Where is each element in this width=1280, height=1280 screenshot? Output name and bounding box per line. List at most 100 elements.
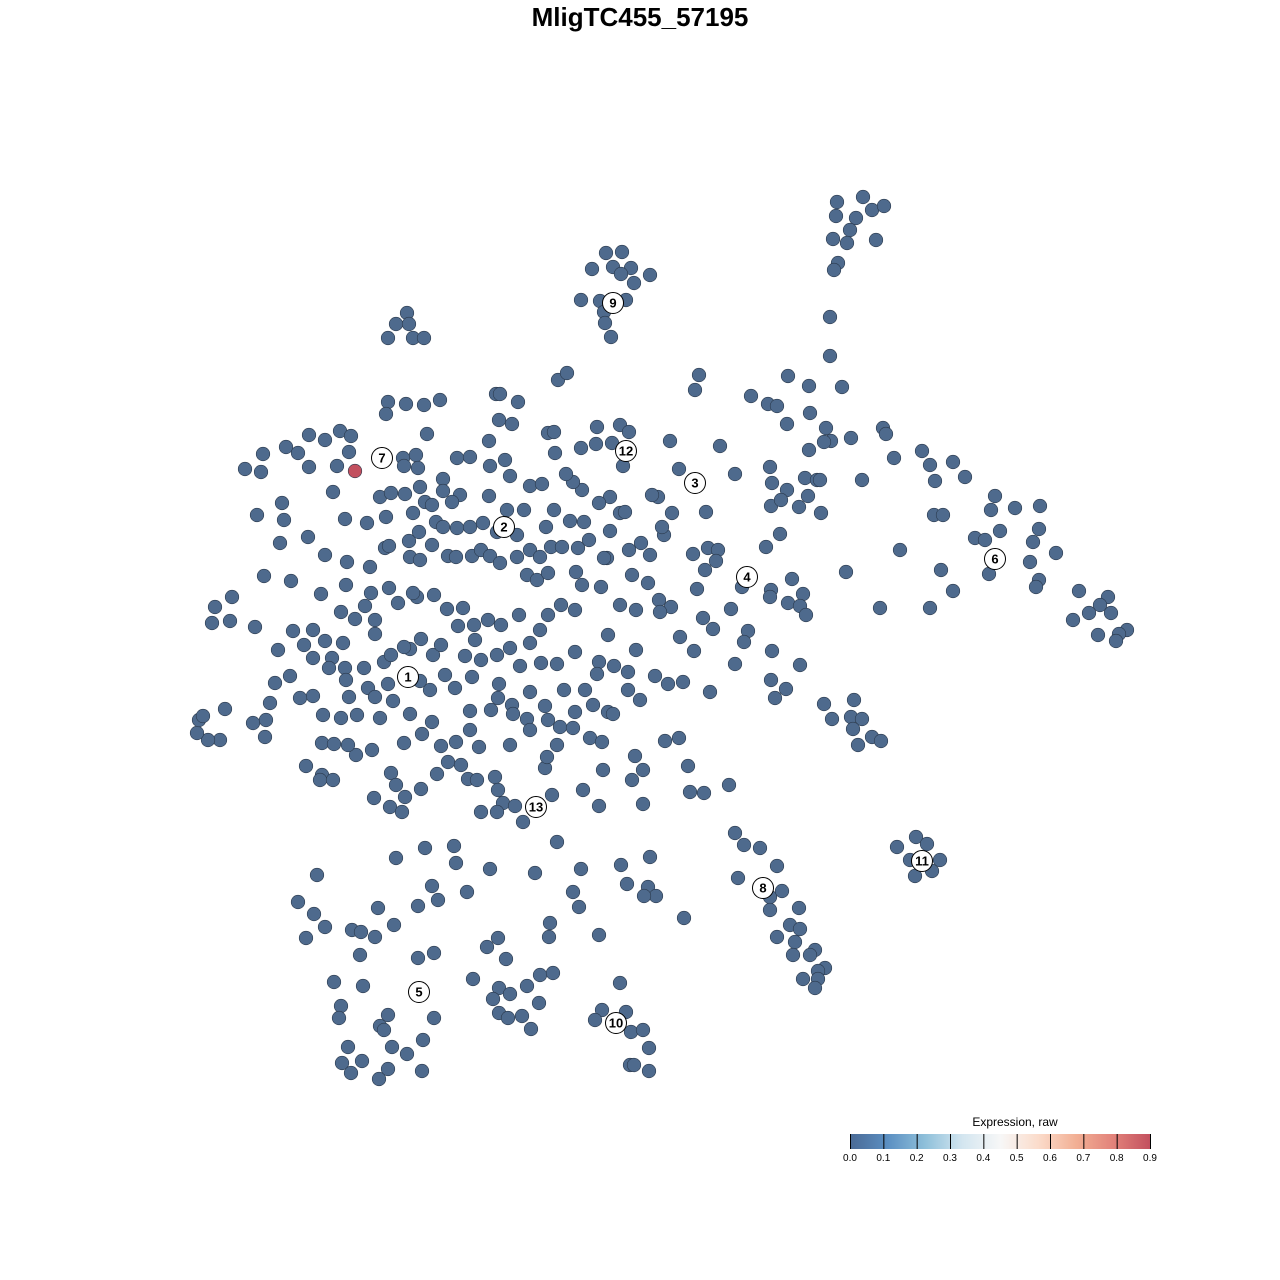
data-point [424, 537, 440, 553]
data-point [483, 702, 499, 718]
data-point [376, 1022, 392, 1038]
data-point [570, 540, 586, 556]
data-point [417, 840, 433, 856]
data-point [635, 762, 651, 778]
data-point [475, 515, 491, 531]
data-point [1081, 605, 1097, 621]
data-point [255, 446, 271, 462]
data-point [340, 1039, 356, 1055]
data-point [597, 315, 613, 331]
legend-tick-label: 0.7 [1076, 1153, 1091, 1164]
data-point [825, 231, 841, 247]
data-point [383, 765, 399, 781]
data-point [1090, 627, 1106, 643]
data-point [696, 785, 712, 801]
data-point [380, 330, 396, 346]
data-point [424, 497, 440, 513]
data-point [689, 581, 705, 597]
data-point [363, 585, 379, 601]
data-point [502, 986, 518, 1002]
data-point [764, 475, 780, 491]
data-point [577, 682, 593, 698]
data-point [267, 675, 283, 691]
data-point [552, 719, 568, 735]
data-point [591, 798, 607, 814]
data-point [537, 698, 553, 714]
data-point [919, 836, 935, 852]
data-point [381, 580, 397, 596]
cluster-label-text: 4 [743, 570, 751, 585]
data-point [842, 222, 858, 238]
data-point [432, 392, 448, 408]
data-point [605, 706, 621, 722]
data-point [256, 568, 272, 584]
data-point [522, 635, 538, 651]
data-point [743, 388, 759, 404]
data-point [482, 458, 498, 474]
data-point [581, 532, 597, 548]
data-point [621, 424, 637, 440]
data-point [482, 548, 498, 564]
cluster-label-text: 5 [415, 985, 422, 1000]
data-point [290, 894, 306, 910]
data-point [298, 930, 314, 946]
data-point [542, 915, 558, 931]
data-point [274, 495, 290, 511]
data-point [843, 430, 859, 446]
data-point [465, 971, 481, 987]
data-point [549, 834, 565, 850]
data-point [270, 642, 286, 658]
data-point [922, 600, 938, 616]
data-point [619, 876, 635, 892]
data-point [540, 565, 556, 581]
data-point [343, 1065, 359, 1081]
data-point [195, 708, 211, 724]
data-point [801, 442, 817, 458]
data-point [348, 747, 364, 763]
data-point [575, 782, 591, 798]
data-point [977, 532, 993, 548]
data-point [540, 712, 556, 728]
data-point [415, 1032, 431, 1048]
data-point [589, 419, 605, 435]
data-point [425, 647, 441, 663]
data-point [651, 592, 667, 608]
data-point [285, 623, 301, 639]
data-point [822, 348, 838, 364]
data-point [682, 784, 698, 800]
data-point [712, 438, 728, 454]
data-point [698, 504, 714, 520]
data-point [305, 622, 321, 638]
data-point [546, 502, 562, 518]
data-point [339, 554, 355, 570]
data-point [800, 488, 816, 504]
data-point [540, 607, 556, 623]
data-point [671, 730, 687, 746]
data-point [697, 562, 713, 578]
data-point [593, 579, 609, 595]
data-point [591, 495, 607, 511]
data-point [380, 1061, 396, 1077]
cluster-label-text: 7 [378, 451, 385, 466]
data-point [591, 927, 607, 943]
data-point [762, 902, 778, 918]
cluster-label-circle [602, 292, 624, 314]
data-point [398, 396, 414, 412]
data-point [1103, 605, 1119, 621]
data-point [876, 198, 892, 214]
data-point [621, 542, 637, 558]
data-point [602, 489, 618, 505]
data-point [341, 444, 357, 460]
data-point [408, 447, 424, 463]
cluster-label: 3 [684, 472, 706, 494]
data-point [491, 412, 507, 428]
data-point [212, 732, 228, 748]
data-point [207, 599, 223, 615]
cluster-label-text: 12 [619, 444, 633, 459]
cluster-label-circle [525, 796, 547, 818]
data-point [914, 443, 930, 459]
data-point [453, 757, 469, 773]
data-point [315, 707, 331, 723]
cluster-label-text: 13 [529, 800, 543, 815]
cluster-label: 11 [911, 850, 933, 872]
